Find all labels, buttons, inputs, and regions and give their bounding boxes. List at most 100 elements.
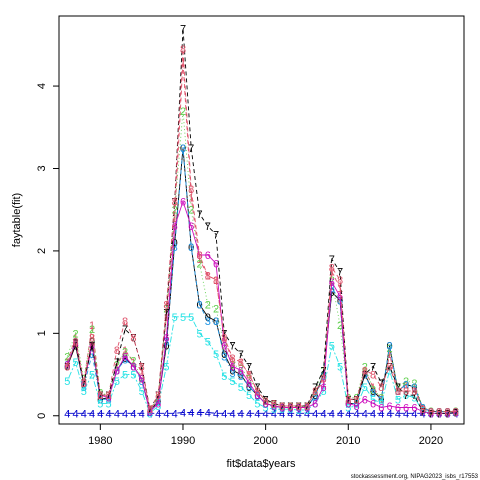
- series-5-point: 5: [230, 376, 236, 388]
- series-4-point: 4: [329, 408, 335, 420]
- series-8-point: 8: [97, 390, 103, 402]
- series-1-point: 1: [89, 320, 95, 332]
- series-4-point: 4: [378, 408, 384, 420]
- series-3-point: 3: [122, 355, 128, 367]
- series-7-point: 7: [444, 408, 450, 420]
- series-3-point: 3: [106, 394, 112, 406]
- series-0-point: 0: [287, 403, 293, 415]
- series-1-line: [66, 61, 456, 413]
- series-1-point: 1: [420, 403, 426, 415]
- series-7-point: 7: [362, 370, 368, 382]
- x-tick-label: 1980: [88, 435, 112, 447]
- series-3-point: 3: [246, 381, 252, 393]
- series-5-point: 5: [362, 382, 368, 394]
- y-tick-label: 1: [36, 330, 48, 336]
- series-4-point: 4: [411, 408, 417, 420]
- series-4-point: 4: [263, 408, 269, 420]
- series-6-point: 6: [296, 403, 302, 415]
- series-6-point: 6: [411, 403, 417, 415]
- series-4-point: 4: [139, 408, 145, 420]
- series-5-line: [66, 316, 456, 415]
- series-2-point: 2: [180, 106, 186, 118]
- series-8-point: 8: [287, 401, 293, 413]
- series-3-point: 3: [221, 351, 227, 363]
- series-5-point: 5: [345, 403, 351, 415]
- series-4-point: 4: [246, 408, 252, 420]
- series-0-point: 0: [188, 242, 194, 254]
- series-3-point: 3: [213, 316, 219, 328]
- series-7-point: 7: [329, 254, 335, 266]
- series-0-point: 0: [411, 382, 417, 394]
- series-1-point: 1: [387, 349, 393, 361]
- series-7-point: 7: [81, 378, 87, 390]
- series-5-point: 5: [172, 312, 178, 324]
- series-2-point: 2: [163, 304, 169, 316]
- source-caption: stockassessment.org, NIPAG2023_isbs_r175…: [351, 474, 479, 480]
- series-2-point: 2: [436, 407, 442, 419]
- series-1-point: 1: [287, 401, 293, 413]
- series-5-point: 5: [453, 408, 459, 420]
- series-6-point: 6: [312, 398, 318, 410]
- series-8-point: 8: [213, 275, 219, 287]
- series-3-point: 3: [263, 399, 269, 411]
- series-4-point: 4: [89, 408, 95, 420]
- series-7-point: 7: [370, 361, 376, 373]
- series-6-point: 6: [387, 401, 393, 413]
- series-2-point: 2: [263, 396, 269, 408]
- series-1-point: 1: [354, 394, 360, 406]
- series-8-point: 8: [329, 262, 335, 274]
- series-8-point: 8: [196, 250, 202, 262]
- series-6-point: 6: [155, 398, 161, 410]
- series-7-point: 7: [64, 361, 70, 373]
- series-1-point: 1: [337, 283, 343, 295]
- series-1-point: 1: [411, 382, 417, 394]
- series-6-point: 6: [279, 403, 285, 415]
- series-7-point: 7: [97, 390, 103, 402]
- series-0-point: 0: [444, 407, 450, 419]
- series-8-point: 8: [428, 407, 434, 419]
- series-3-point: 3: [312, 391, 318, 403]
- x-tick-label: 1990: [171, 435, 195, 447]
- y-tick-label: 2: [36, 248, 48, 254]
- series-6-point: 6: [304, 403, 310, 415]
- series-8-point: 8: [320, 374, 326, 386]
- series-5-point: 5: [72, 357, 78, 369]
- series-1-point: 1: [444, 407, 450, 419]
- series-3-point: 3: [378, 394, 384, 406]
- series-4-point: 4: [130, 408, 136, 420]
- series-8-point: 8: [453, 407, 459, 419]
- series-6-point: 6: [271, 401, 277, 413]
- series-0-point: 0: [436, 407, 442, 419]
- series-0-point: 0: [130, 361, 136, 373]
- series-5-point: 5: [411, 393, 417, 405]
- series-4-point: 4: [221, 408, 227, 420]
- series-8-point: 8: [296, 401, 302, 413]
- series-8-point: 8: [246, 370, 252, 382]
- series-6-point: 6: [213, 258, 219, 270]
- series-7-point: 7: [287, 401, 293, 413]
- series-3-point: 3: [403, 379, 409, 391]
- series-0-point: 0: [428, 407, 434, 419]
- series-3-point: 3: [163, 337, 169, 349]
- series-0-point: 0: [378, 394, 384, 406]
- series-3-point: 3: [354, 398, 360, 410]
- series-5-point: 5: [188, 312, 194, 324]
- series-4-point: 4: [254, 408, 260, 420]
- series-6-point: 6: [163, 333, 169, 345]
- series-3-point: 3: [205, 316, 211, 328]
- series-8-point: 8: [230, 353, 236, 365]
- series-6-point: 6: [246, 378, 252, 390]
- series-4-point: 4: [370, 408, 376, 420]
- series-4-point: 4: [147, 408, 153, 420]
- series-8-point: 8: [436, 407, 442, 419]
- series-1-point: 1: [64, 357, 70, 369]
- series-1-point: 1: [254, 386, 260, 398]
- series-0-point: 0: [122, 353, 128, 365]
- series-6-point: 6: [106, 393, 112, 405]
- series-8-point: 8: [378, 382, 384, 394]
- series-5-point: 5: [436, 408, 442, 420]
- series-3-point: 3: [436, 407, 442, 419]
- series-4-point: 4: [453, 408, 459, 420]
- series-2-point: 2: [279, 401, 285, 413]
